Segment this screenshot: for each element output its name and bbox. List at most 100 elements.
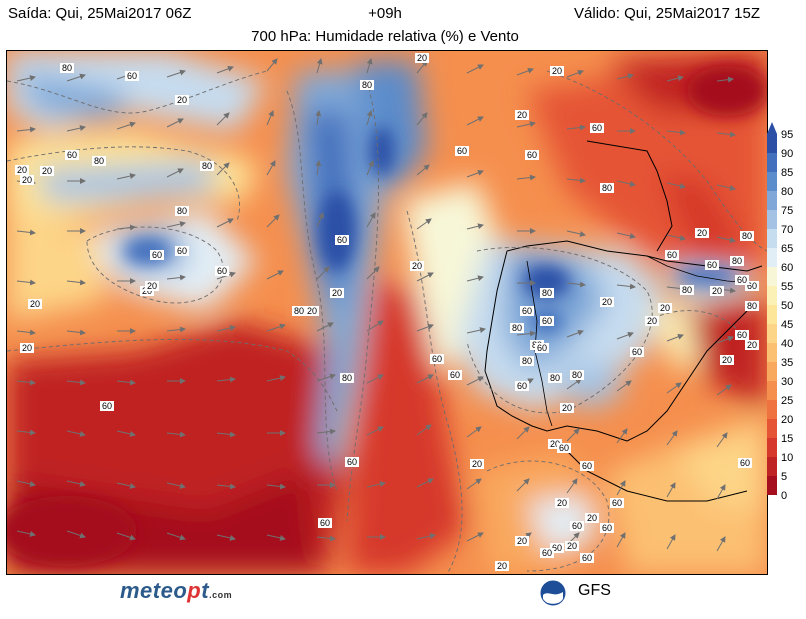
contour-label-bg [520, 356, 534, 366]
contour-label-bg [600, 297, 614, 307]
contour-label-bg [710, 286, 724, 296]
contour-label-bg [515, 536, 529, 546]
contour-label: 80 [342, 373, 352, 383]
contour-label: 20 [567, 541, 577, 551]
humidity-wind-map: 80 60 20 80 80 60 20 20 80 20 60 60 20 60 80 20 60 80 20 20… [6, 50, 768, 575]
colorbar-swatch [767, 457, 777, 476]
contour-label-bg [60, 63, 74, 73]
contour-label-bg [600, 523, 614, 533]
contour-label-bg [448, 370, 462, 380]
contour-label-bg [580, 461, 594, 471]
contour-label-bg [345, 457, 359, 467]
colorbar-label: 10 [781, 452, 793, 464]
forecast-hour: +09h [368, 5, 402, 22]
contour-label: 80 [550, 373, 560, 383]
contour-label: 60 [740, 458, 750, 468]
contour-label: 60 [127, 71, 137, 81]
contour-label: 20 [472, 459, 482, 469]
humidity-colorbar: 95 90 85 80 75 70 65 60 55 50 45 40 35 30 25 20 15 10 5 0 [767, 122, 803, 517]
contour-label-bg [630, 347, 644, 357]
valid-time: Válido: Qui, 25Mai2017 15Z [574, 5, 760, 22]
contour-label-bg [695, 228, 709, 238]
colorbar-swatch [767, 324, 777, 343]
contour-label: 60 [582, 461, 592, 471]
contour-label-bg [735, 330, 749, 340]
colorbar-swatch [767, 419, 777, 438]
contour-label-bg [360, 80, 374, 90]
contour-label-bg [580, 553, 594, 563]
contour-label-bg [550, 543, 564, 553]
contour-label: 80 [747, 301, 757, 311]
contour-label-bg [175, 246, 189, 256]
contour-label: 80 [522, 356, 532, 366]
contour-label-bg [560, 403, 574, 413]
contour-label-bg [745, 281, 759, 291]
contour-label-bg [557, 443, 571, 453]
colorbar-swatch [767, 248, 777, 267]
colorbar-label: 50 [781, 300, 793, 312]
colorbar-swatch [767, 134, 777, 153]
contour-label: 20 [557, 498, 567, 508]
contour-label: 20 [332, 288, 342, 298]
contour-label: 60 [177, 246, 187, 256]
contour-label: 80 [572, 370, 582, 380]
contour-label-bg [550, 66, 564, 76]
contour-labels: 80 60 20 80 80 60 20 20 80 20 60 60 20 60 80 20 60 80 20 20… [15, 53, 759, 571]
contour-label: 20 [697, 228, 707, 238]
contour-label-bg [292, 306, 306, 316]
contour-label-bg [175, 95, 189, 105]
contour-label-bg [28, 299, 42, 309]
contour-label: 80 [742, 231, 752, 241]
contour-label-bg [125, 71, 139, 81]
contour-label: 20 [647, 316, 657, 326]
contour-label-bg [520, 306, 534, 316]
contour-label-bg [548, 373, 562, 383]
contour-label-bg [720, 355, 734, 365]
contour-label-bg [410, 261, 424, 271]
contour-label-bg [15, 165, 29, 175]
contour-label-bg [735, 275, 749, 285]
colorbar-swatch [767, 286, 777, 305]
contour-label: 60 [602, 523, 612, 533]
contour-label: 20 [517, 110, 527, 120]
contour-label: 20 [22, 175, 32, 185]
contour-label-bg [570, 521, 584, 531]
contour-label: 20 [177, 95, 187, 105]
contour-label: 60 [320, 518, 330, 528]
contour-label-bg [525, 150, 539, 160]
contour-label: 60 [522, 306, 532, 316]
colorbar-label: 35 [781, 357, 793, 369]
contour-label-bg [100, 401, 114, 411]
contour-label-bg [745, 301, 759, 311]
colorbar-swatch [767, 153, 777, 172]
contour-label: 60 [432, 354, 442, 364]
colorbar-label: 65 [781, 243, 793, 255]
contour-label-bg [658, 303, 672, 313]
colorbar-cap [767, 122, 777, 134]
contour-label: 80 [542, 288, 552, 298]
contour-label-bg [145, 281, 159, 291]
contour-label-bg [745, 340, 759, 350]
contour-label: 20 [42, 166, 52, 176]
contour-label-bg [20, 343, 34, 353]
colorbar-label: 20 [781, 414, 793, 426]
contour-label: 60 [737, 330, 747, 340]
colorbar-swatch [767, 476, 777, 495]
colorbar-swatch [767, 438, 777, 457]
contour-label: 80 [602, 183, 612, 193]
contour-label-bg [510, 323, 524, 333]
contour-label: 60 [552, 543, 562, 553]
run-time: Saída: Qui, 25Mai2017 06Z [8, 5, 192, 22]
contour-label: 20 [602, 297, 612, 307]
contour-label-bg [705, 260, 719, 270]
colorbar-label: 90 [781, 148, 793, 160]
colorbar-label: 40 [781, 338, 793, 350]
contour-label: 20 [587, 513, 597, 523]
contour-label-bg [535, 343, 549, 353]
contour-label-bg [680, 285, 694, 295]
contour-label-bg [215, 266, 229, 276]
colorbar-swatch [767, 229, 777, 248]
contour-label: 80 [362, 80, 372, 90]
contour-label: 80 [682, 285, 692, 295]
contour-label-bg [40, 166, 54, 176]
